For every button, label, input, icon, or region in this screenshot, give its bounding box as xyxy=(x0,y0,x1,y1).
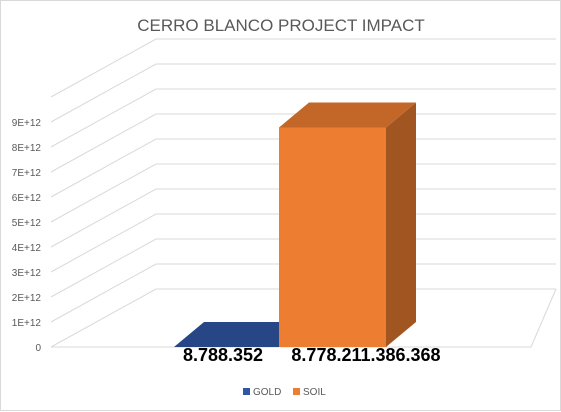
legend-label-gold: GOLD xyxy=(253,387,281,398)
y-tick-label: 8E+12 xyxy=(12,143,42,154)
y-tick-label: 5E+12 xyxy=(12,218,42,229)
y-tick-label: 4E+12 xyxy=(12,243,42,254)
y-tick-label: 1E+12 xyxy=(12,318,42,329)
bar-front xyxy=(279,128,386,347)
legend-label-soil: SOIL xyxy=(303,387,326,398)
chart-title: CERRO BLANCO PROJECT IMPACT xyxy=(137,16,424,35)
legend-swatch-soil xyxy=(293,388,300,395)
bar-soil xyxy=(279,103,416,347)
bar-side xyxy=(386,103,416,347)
y-tick-label: 6E+12 xyxy=(12,193,42,204)
y-tick-label: 0 xyxy=(35,343,41,354)
y-tick-label: 2E+12 xyxy=(12,293,42,304)
legend-swatch-gold xyxy=(243,388,250,395)
gridline xyxy=(51,39,556,97)
y-axis-tick-labels: 0 1E+12 2E+12 3E+12 4E+12 5E+12 6E+12 7E+12 8E+1… xyxy=(12,118,42,354)
y-tick-label: 7E+12 xyxy=(12,168,42,179)
legend: GOLD SOIL xyxy=(243,387,326,398)
data-label-soil: 8.778.211.386.368 xyxy=(291,345,440,365)
data-label-gold: 8.788.352 xyxy=(183,345,263,365)
y-tick-label: 3E+12 xyxy=(12,268,42,279)
y-tick-label: 9E+12 xyxy=(12,118,42,129)
data-labels: 8.788.352 8.778.211.386.368 xyxy=(183,345,441,365)
